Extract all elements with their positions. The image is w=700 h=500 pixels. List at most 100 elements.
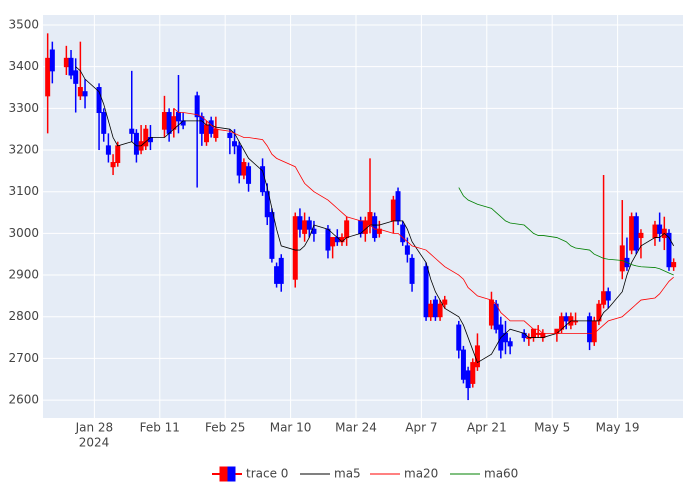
candle-body — [77, 87, 83, 97]
marks — [45, 33, 677, 401]
candle-body — [241, 162, 247, 176]
candle-body — [297, 216, 303, 230]
candle-body — [587, 316, 593, 343]
candle-body — [49, 49, 55, 72]
candle-body — [264, 191, 270, 218]
candle-body — [657, 224, 663, 234]
candle-body — [246, 166, 252, 184]
ma-line — [75, 66, 675, 364]
candle-body — [292, 216, 298, 280]
candle-body — [395, 191, 401, 222]
y-tick-label: 3400 — [8, 59, 39, 73]
candle-body — [204, 124, 210, 143]
candle-body — [521, 332, 527, 339]
legend: trace 0 ma5 ma20 ma60 — [212, 466, 518, 482]
candle-body — [535, 332, 541, 335]
candle-body — [460, 349, 466, 380]
candle-body — [344, 220, 350, 239]
x-tick-label: May 19 — [596, 421, 640, 435]
candle-body — [493, 303, 499, 330]
candle-body — [409, 257, 415, 284]
candle-body — [302, 220, 308, 234]
candle-body — [404, 245, 410, 255]
candle-body — [232, 141, 238, 147]
y-tick-label: 2700 — [8, 351, 39, 365]
candle-body — [278, 257, 284, 284]
y-tick-label: 3100 — [8, 184, 39, 198]
candle-body — [213, 128, 219, 139]
y-tick-label: 2800 — [8, 309, 39, 323]
legend-label: ma60 — [484, 467, 518, 481]
candle-body — [470, 362, 476, 384]
candle-body — [143, 128, 149, 147]
candle-body — [638, 232, 644, 239]
candle-body — [358, 220, 364, 234]
candle-body — [605, 291, 611, 301]
x-tick-label: Jan 28 — [75, 421, 114, 435]
candle-body — [199, 116, 205, 134]
candle-body — [671, 262, 677, 268]
candle-body — [423, 266, 429, 318]
candle-body — [325, 228, 331, 251]
candle-body — [175, 112, 181, 122]
candle-body — [68, 57, 74, 76]
candle-body — [367, 212, 373, 226]
candle-body — [442, 299, 448, 305]
candle-body — [619, 245, 625, 272]
candle-body — [45, 57, 51, 97]
legend-item[interactable]: ma20 — [370, 467, 438, 481]
y-tick-label: 3200 — [8, 143, 39, 157]
legend-swatch — [219, 466, 228, 482]
legend-label: ma5 — [334, 467, 361, 481]
candle-body — [432, 299, 438, 318]
candle-body — [652, 224, 658, 239]
candle-body — [208, 120, 214, 134]
ma-line — [458, 187, 674, 276]
candle-body — [236, 145, 242, 176]
candle-body — [666, 232, 672, 268]
x-tick-label: Feb 11 — [140, 421, 180, 435]
legend-label: ma20 — [404, 467, 438, 481]
candle-body — [601, 291, 607, 305]
ma-line — [173, 108, 674, 334]
legend-item[interactable]: trace 0 — [212, 466, 288, 482]
candle-body — [488, 299, 494, 326]
candle-body — [101, 112, 107, 134]
candle-body — [82, 91, 88, 97]
candle-body — [559, 316, 565, 330]
candle-body — [437, 303, 443, 318]
candle-body — [115, 145, 121, 164]
candle-body — [171, 116, 177, 130]
candle-body — [269, 212, 275, 259]
candle-body — [166, 112, 172, 134]
candle-body — [334, 237, 340, 243]
legend-item[interactable]: ma60 — [450, 467, 518, 481]
candle-body — [147, 137, 153, 143]
candle-body — [133, 132, 139, 155]
candle-body — [531, 328, 537, 339]
candle-body — [372, 216, 378, 239]
candle-body — [339, 237, 345, 243]
legend-item[interactable]: ma5 — [300, 467, 361, 481]
y-tick-label: 3300 — [8, 101, 39, 115]
x-tick-label: May 5 — [534, 421, 570, 435]
candle-body — [180, 120, 186, 126]
candle-body — [227, 132, 233, 139]
candle-body — [629, 216, 635, 251]
legend-swatch — [227, 466, 236, 482]
x-tick-label: Feb 25 — [205, 421, 245, 435]
y-tick-label: 2900 — [8, 268, 39, 282]
candle-body — [633, 216, 639, 251]
candle-body — [390, 199, 396, 222]
x-tick-label: Mar 10 — [270, 421, 312, 435]
candle-body — [306, 220, 312, 230]
candle-body — [105, 145, 111, 155]
y-tick-label: 3500 — [8, 18, 39, 32]
candle-body — [96, 87, 102, 114]
x-year-label: 2024 — [79, 436, 110, 450]
candle-body — [194, 95, 200, 118]
y-tick-label: 2600 — [8, 393, 39, 407]
candle-body — [507, 341, 513, 347]
candle-body — [465, 370, 471, 389]
